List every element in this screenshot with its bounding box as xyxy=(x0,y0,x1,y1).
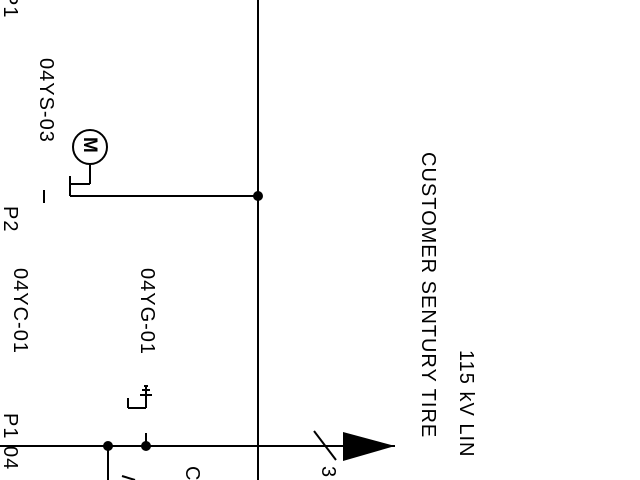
partial-c-label: C xyxy=(181,466,203,480)
arrow-head-icon xyxy=(343,432,395,461)
p1-bottom-label: P1 04 xyxy=(0,413,21,471)
ground-icon xyxy=(127,385,152,409)
junction-dot-top xyxy=(253,191,263,201)
p2-label: P2 xyxy=(0,206,21,233)
switch-04ys-03-label: 04YS-03 xyxy=(35,58,57,143)
p1-top-label: P1 xyxy=(0,0,21,19)
motor-symbol-label: M xyxy=(79,137,100,153)
cap-04yc-01-label: 04YC-01 xyxy=(9,268,31,354)
phase-count-label: 3 xyxy=(317,466,339,479)
motor-operator-icon xyxy=(72,129,108,165)
partial-diagonal-line xyxy=(121,475,136,480)
voltage-line-label: 115 kV LIN xyxy=(455,350,477,458)
customer-label: CUSTOMER SENTURY TIRE xyxy=(417,152,439,439)
ground-04yg-01-label: 04YG-01 xyxy=(136,268,158,356)
phase-count-slash xyxy=(313,430,337,461)
